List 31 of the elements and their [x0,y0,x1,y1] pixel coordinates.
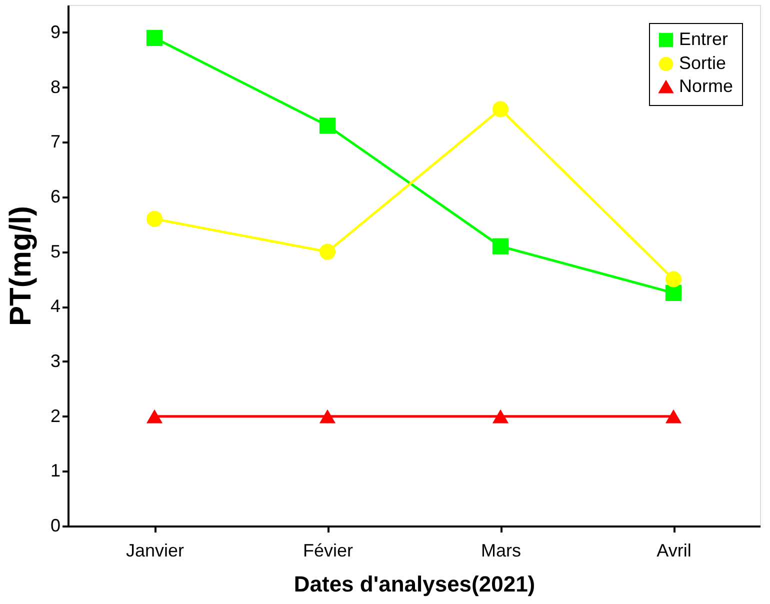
y-tick-label: 3 [50,350,60,371]
point [146,210,163,227]
y-tick-label: 4 [50,296,60,316]
y-tick-label: 0 [50,516,60,536]
y-tick-label: 5 [50,241,60,262]
x-tick-label: Avril [656,540,692,560]
point [665,271,682,288]
y-tick-label: 6 [50,186,60,206]
x-axis-title: Dates d'analyses(2021) [294,572,536,596]
point [492,238,509,254]
legend-label: Entrer [679,29,728,49]
point [665,409,682,424]
point [319,118,336,134]
legend-label: Norme [679,76,734,96]
y-tick-label: 1 [50,460,60,481]
y-tick-label: 9 [50,22,60,42]
x-tick-label: Mars [481,540,521,560]
legend-label: Sortie [679,53,726,73]
x-tick-label: Janvier [126,540,184,560]
x-tick-label: Févier [302,540,354,560]
point [492,409,509,424]
point [665,284,682,301]
point [146,409,163,424]
point [319,244,336,260]
y-tick-label: 8 [50,76,60,97]
point [319,409,336,424]
point [146,30,163,46]
y-tick-label: 2 [50,406,60,426]
point [492,101,509,118]
y-tick-label: 7 [50,132,60,152]
y-axis-title: PT(mg/l) [4,206,38,326]
